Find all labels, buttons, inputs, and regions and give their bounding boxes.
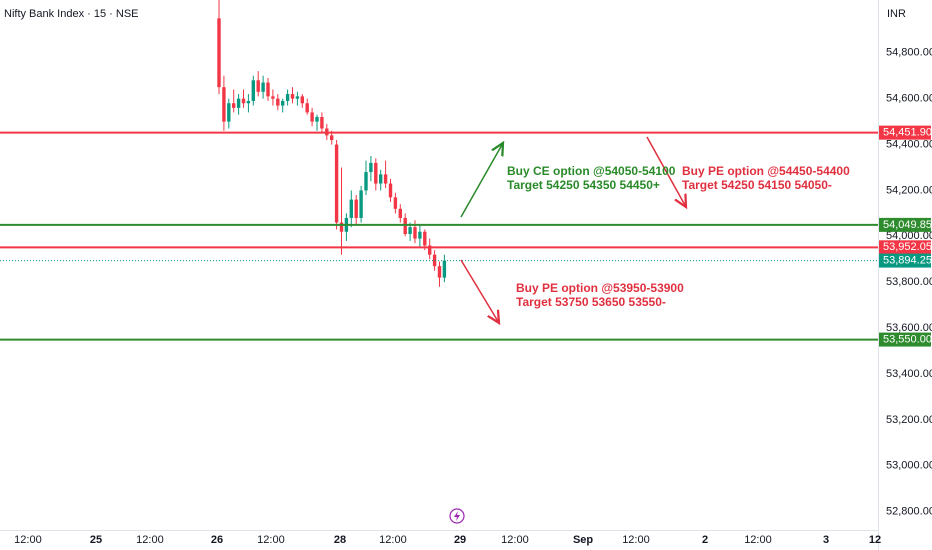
candle-body [388,183,393,198]
y-tick-label: 54,800.00 [886,47,932,59]
level-label: 54,049.85 [883,219,932,231]
annotation: Target 54250 54350 54450+ [507,178,660,192]
x-tick-label: 25 [90,534,102,546]
level-label: 54,451.90 [883,127,932,139]
candle-body [261,82,265,92]
x-tick-label: 12:00 [136,534,164,546]
last-price-box [879,253,931,268]
candle-body [217,18,221,88]
candle-body [295,96,300,99]
currency: INR [887,8,906,20]
candle-body [383,174,388,184]
candle-body [290,94,295,99]
arrow [460,143,503,218]
candle-body [334,144,339,223]
x-tick-label: 28 [334,534,346,546]
candle-body [408,227,412,235]
candle-body [403,217,407,235]
annotation: Buy PE option @53950-53900 [516,281,684,295]
y-tick-label: 54,000.00 [886,230,932,242]
x-tick-label: 12:00 [622,534,650,546]
level-label: 53,550.00 [883,333,932,345]
candle-body [413,227,417,239]
candle-body [427,245,432,255]
candle-body [320,117,324,129]
candle-body [305,103,309,113]
candle-body [241,98,246,104]
candle-body [281,100,285,106]
candle-body [393,197,398,209]
event-icon[interactable] [449,508,465,524]
candle-body [256,80,260,92]
x-tick-label: 26 [211,534,223,546]
candle-body [300,96,305,104]
y-tick-label: 53,800.00 [886,276,932,288]
candle-body [276,98,280,106]
level-label-box [879,332,931,347]
candle-body [222,87,226,122]
chart-title: Nifty Bank Index · 15 · NSE [4,8,139,20]
candle-body [442,260,447,278]
level-label-box [879,125,931,140]
candle-body [359,190,363,218]
x-tick-label: 12:00 [501,534,529,546]
annotation: Target 53750 53650 53550- [516,295,666,309]
candle-body [349,199,353,218]
candle-body [285,94,290,101]
candle-body [437,266,442,278]
level-label: 53,952.05 [883,241,932,253]
x-tick-label: 2 [702,534,708,546]
candle-body [432,254,437,267]
candle-body [271,96,275,99]
y-tick-label: 53,400.00 [886,368,932,380]
candle-body [310,112,314,122]
last-price-label: 53,894.25 [883,254,932,266]
y-tick-label: 53,200.00 [886,414,932,426]
x-tick-label: 12:00 [14,534,42,546]
arrow [460,259,499,323]
y-tick-label: 53,600.00 [886,322,932,334]
x-tick-label: 12:00 [744,534,772,546]
x-tick-label: 3 [823,534,829,546]
x-tick-label: 12:00 [379,534,407,546]
arrow [646,136,686,207]
y-tick-label: 52,800.00 [886,506,932,518]
candle-body [236,98,241,108]
y-tick-label: 54,600.00 [886,93,932,105]
candle-body [246,100,251,104]
event-icon [454,511,460,521]
level-label-box [879,240,931,255]
x-tick-label: 12 [869,534,881,546]
candle-body [251,80,256,101]
x-tick-label: 12:00 [257,534,285,546]
candle-body [378,174,383,184]
candle-body [354,199,358,218]
annotation: Buy PE option @54450-54400 [682,164,850,178]
candle-body [364,172,368,191]
y-tick-label: 53,000.00 [886,460,932,472]
candle-body [232,103,236,108]
level-label-box [879,217,931,232]
y-tick-label: 54,200.00 [886,184,932,196]
candle-body [369,162,373,173]
candle-body [339,222,344,232]
annotation: Buy CE option @54050-54100 [507,164,676,178]
y-tick-label: 54,400.00 [886,138,932,150]
candle-body [423,231,427,246]
candle-body [329,135,334,140]
x-tick-label: Sep [573,534,593,546]
candle-body [418,231,422,239]
candle-body [398,208,402,218]
candle-body [315,117,319,122]
candle-body [227,103,231,122]
candle-body [374,162,378,184]
candle-body [266,82,270,97]
annotation: Target 54250 54150 54050- [682,178,832,192]
x-tick-label: 29 [454,534,466,546]
